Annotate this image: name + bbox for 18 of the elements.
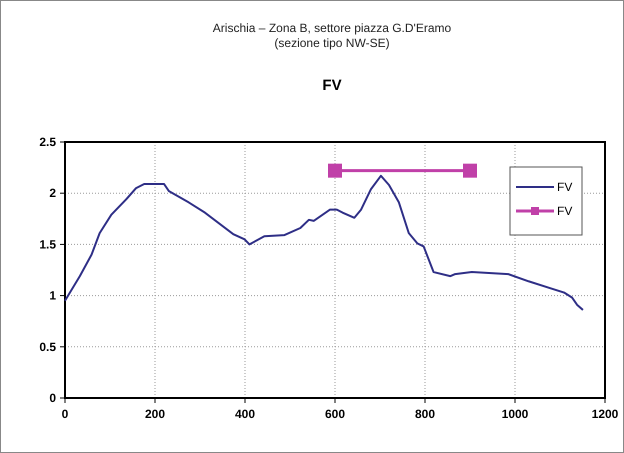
x-tick-label: 1200 [592, 407, 619, 421]
y-tick-label: 2.5 [39, 135, 56, 149]
y-tick-label: 1 [49, 288, 56, 303]
legend-label: FV [557, 204, 572, 218]
line-series [64, 174, 584, 311]
y-tick-label: 1.5 [39, 237, 56, 252]
y-tick-label: 0.5 [39, 340, 56, 354]
chart-subtitle: FV [322, 77, 342, 94]
y-tick-label: 2 [49, 186, 56, 200]
x-tick-label: 400 [234, 407, 256, 421]
x-tick-label: 200 [144, 407, 166, 421]
x-tick-label: 0 [62, 407, 69, 421]
y-tick-label: 0 [49, 391, 56, 405]
x-tick-label: 800 [414, 407, 436, 421]
chart-title: Arischia – Zona B, settore piazza G.D'Eramo (sezione tipo NW-SE) [212, 21, 452, 50]
x-tick-label: 600 [324, 407, 346, 421]
x-tick-label: 1000 [502, 407, 529, 421]
legend-label: FV [557, 180, 572, 194]
